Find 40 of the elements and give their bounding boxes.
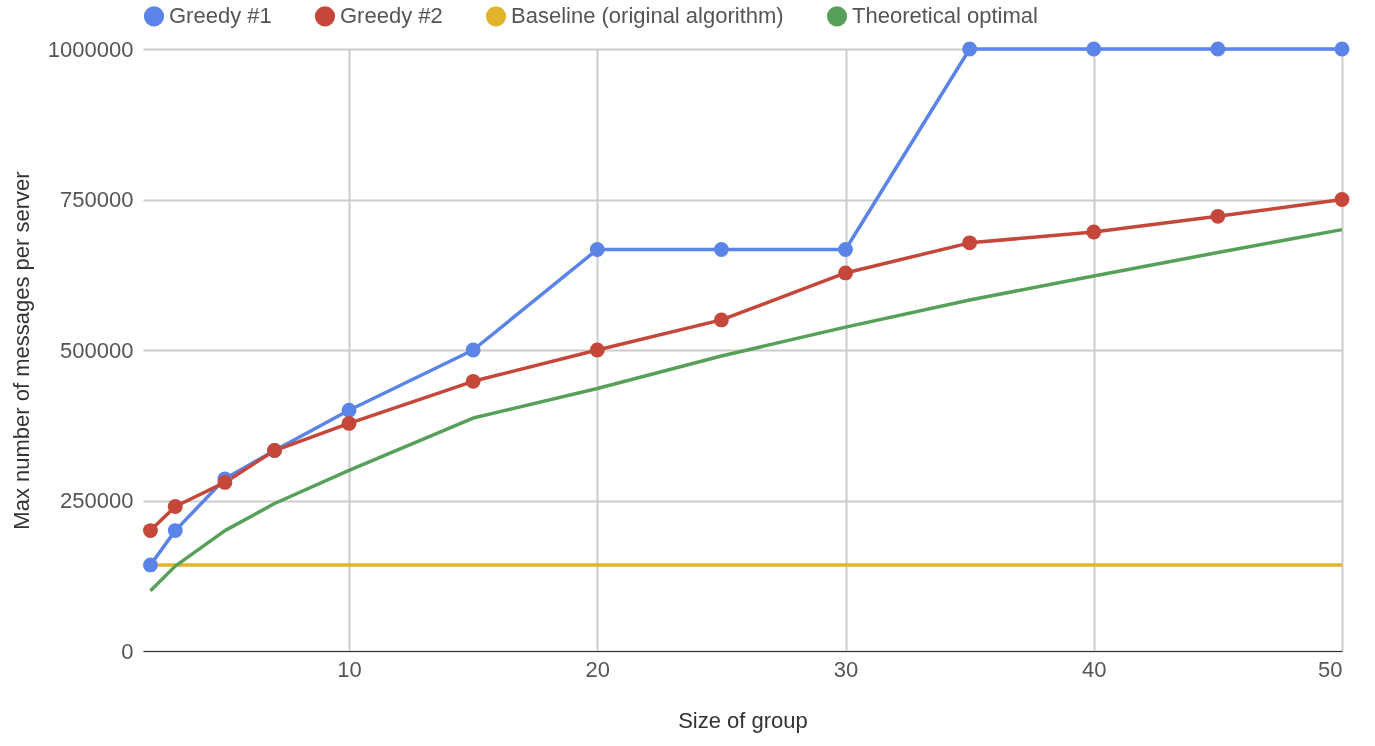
x-axis-title: Size of group: [678, 707, 808, 733]
point: [589, 342, 605, 358]
legend-label: Baseline (original algorithm): [511, 3, 784, 29]
x-tick-label: 30: [833, 656, 859, 682]
point: [167, 523, 183, 538]
y-tick-label: 0: [121, 638, 134, 664]
y-tick-label: 1000000: [47, 36, 134, 62]
y-tick-label: 750000: [60, 187, 134, 212]
point: [713, 312, 729, 328]
line-series: [148, 227, 1344, 593]
x-tick-label: 10: [337, 656, 362, 682]
point: [838, 265, 853, 281]
point: [1210, 208, 1226, 224]
point: [1334, 192, 1350, 207]
point: [143, 523, 158, 538]
y-axis-title: Max number of messages per server: [8, 171, 34, 530]
point: [713, 242, 729, 257]
x-tick-label: 20: [585, 656, 611, 682]
point: [143, 557, 158, 573]
point: [1210, 41, 1226, 57]
legend-label: Theoretical optimal: [852, 3, 1038, 29]
x-tick-label: 40: [1082, 656, 1107, 682]
point: [465, 342, 481, 358]
point: [341, 416, 357, 431]
point: [341, 402, 357, 418]
point: [962, 41, 978, 57]
y-tick-label: 250000: [60, 488, 134, 513]
point: [838, 242, 853, 257]
y-tick-label: 500000: [60, 337, 134, 363]
x-tick-label: 50: [1318, 656, 1343, 682]
point: [465, 373, 481, 389]
point: [167, 499, 183, 514]
legend-label: Greedy #2: [340, 3, 443, 29]
point: [217, 475, 233, 490]
point: [589, 242, 605, 257]
legend-label: Greedy #1: [169, 3, 272, 29]
point: [1086, 224, 1102, 240]
point: [1086, 41, 1102, 57]
point: [962, 235, 978, 251]
point: [1334, 41, 1350, 57]
